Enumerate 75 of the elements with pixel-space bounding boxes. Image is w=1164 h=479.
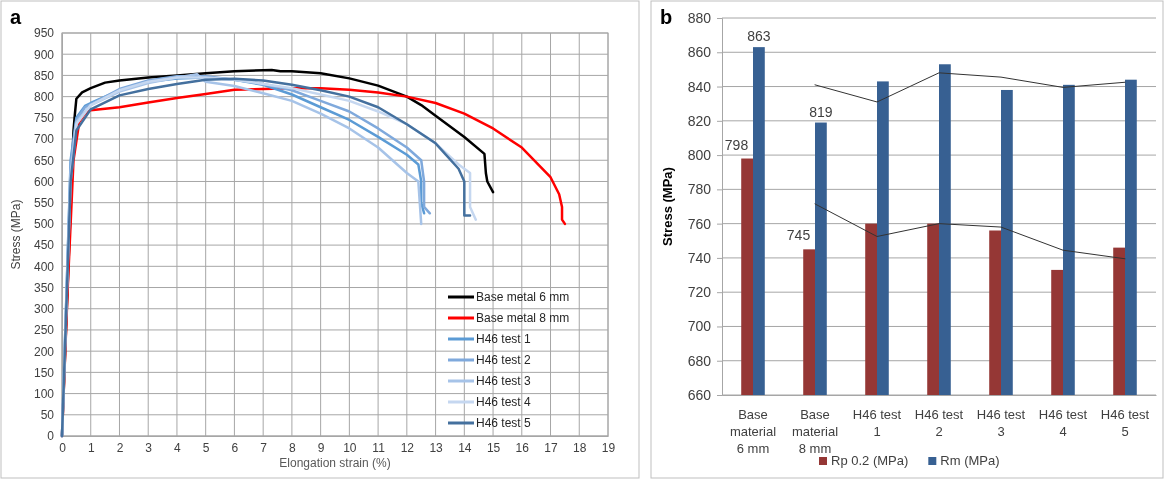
y-tick-label: 900 [33, 47, 55, 62]
y-tick-label: 760 [687, 215, 712, 232]
legend-label: H46 test 4 [476, 395, 532, 409]
data-label: 819 [809, 103, 833, 120]
y-tick-label: 600 [33, 174, 55, 189]
x-tick-label: 0 [59, 440, 67, 455]
x-tick-label: H46 test 3 [976, 407, 1026, 439]
y-tick-label: 720 [687, 284, 712, 301]
x-tick-label: 3 [145, 440, 153, 455]
y-tick-label: 800 [687, 147, 712, 164]
y-tick-label: 880 [687, 9, 712, 26]
data-label: 798 [724, 136, 749, 153]
y-tick-label: 950 [33, 26, 55, 41]
y-tick-label: 300 [33, 302, 55, 317]
x-tick-label: Base material 6 mm [729, 407, 777, 456]
y-tick-label: 400 [33, 259, 55, 274]
data-label: 863 [747, 28, 771, 45]
legend-label: Base metal 8 mm [476, 311, 570, 325]
legend-label: H46 test 3 [476, 374, 532, 388]
x-axis-title: Elongation strain (%) [279, 456, 391, 470]
x-tick-label: 12 [400, 440, 415, 455]
y-tick-label: 500 [33, 217, 55, 232]
y-tick-label: 840 [687, 78, 712, 95]
x-tick-label: 13 [429, 440, 444, 455]
legend-label: Rm (MPa) [940, 453, 1000, 468]
y-tick-label: 860 [687, 44, 712, 61]
y-tick-label: 100 [33, 386, 55, 401]
y-tick-label: 740 [687, 249, 712, 266]
x-tick-label: H46 test 4 [1038, 407, 1088, 439]
x-tick-label: Base material 8 mm [791, 407, 839, 456]
chart-title: b [660, 6, 673, 28]
legend-label: Base metal 6 mm [476, 290, 570, 304]
x-tick-label: 16 [515, 440, 530, 455]
y-tick-label: 820 [687, 112, 712, 129]
y-tick-label: 660 [687, 386, 712, 403]
y-tick-label: 850 [33, 68, 55, 83]
legend-label: H46 test 1 [476, 332, 532, 346]
chart-title: a [10, 6, 22, 28]
y-tick-label: 150 [33, 365, 55, 380]
y-axis-title: Stress (MPa) [9, 199, 23, 270]
x-tick-label: 4 [174, 440, 182, 455]
y-tick-label: 50 [40, 408, 55, 423]
legend-label: Rp 0.2 (MPa) [831, 453, 909, 468]
x-tick-label: 6 [231, 440, 239, 455]
y-tick-label: 780 [687, 181, 712, 198]
x-tick-label: 1 [87, 440, 95, 455]
y-tick-label: 200 [33, 344, 55, 359]
x-tick-label: 19 [601, 440, 616, 455]
y-tick-label: 750 [33, 111, 55, 126]
y-tick-label: 550 [33, 196, 55, 211]
x-tick-label: H46 test 5 [1100, 407, 1150, 439]
x-tick-label: 5 [202, 440, 210, 455]
y-tick-label: 680 [687, 352, 712, 369]
x-tick-label: 9 [317, 440, 325, 455]
x-tick-label: 11 [372, 440, 386, 455]
y-tick-label: 350 [33, 280, 55, 295]
x-tick-label: 14 [458, 440, 472, 455]
x-tick-label: 18 [573, 440, 587, 455]
y-tick-label: 700 [33, 132, 55, 147]
data-label: 745 [786, 227, 811, 244]
y-tick-label: 450 [33, 238, 55, 253]
x-tick-label: H46 test 2 [914, 407, 964, 439]
y-tick-label: 250 [33, 323, 55, 338]
x-tick-label: 10 [343, 440, 357, 455]
x-tick-label: 2 [116, 440, 124, 455]
x-tick-label: H46 test 1 [852, 407, 902, 439]
x-tick-label: 8 [289, 440, 297, 455]
x-tick-label: 7 [260, 440, 268, 455]
x-tick-label: 15 [486, 440, 501, 455]
y-tick-label: 650 [33, 153, 55, 168]
x-tick-label: 17 [544, 440, 559, 455]
y-axis-title: Stress (MPa) [660, 167, 675, 246]
y-tick-label: 800 [33, 89, 55, 104]
legend-label: H46 test 2 [476, 353, 532, 367]
y-tick-label: 700 [687, 318, 712, 335]
